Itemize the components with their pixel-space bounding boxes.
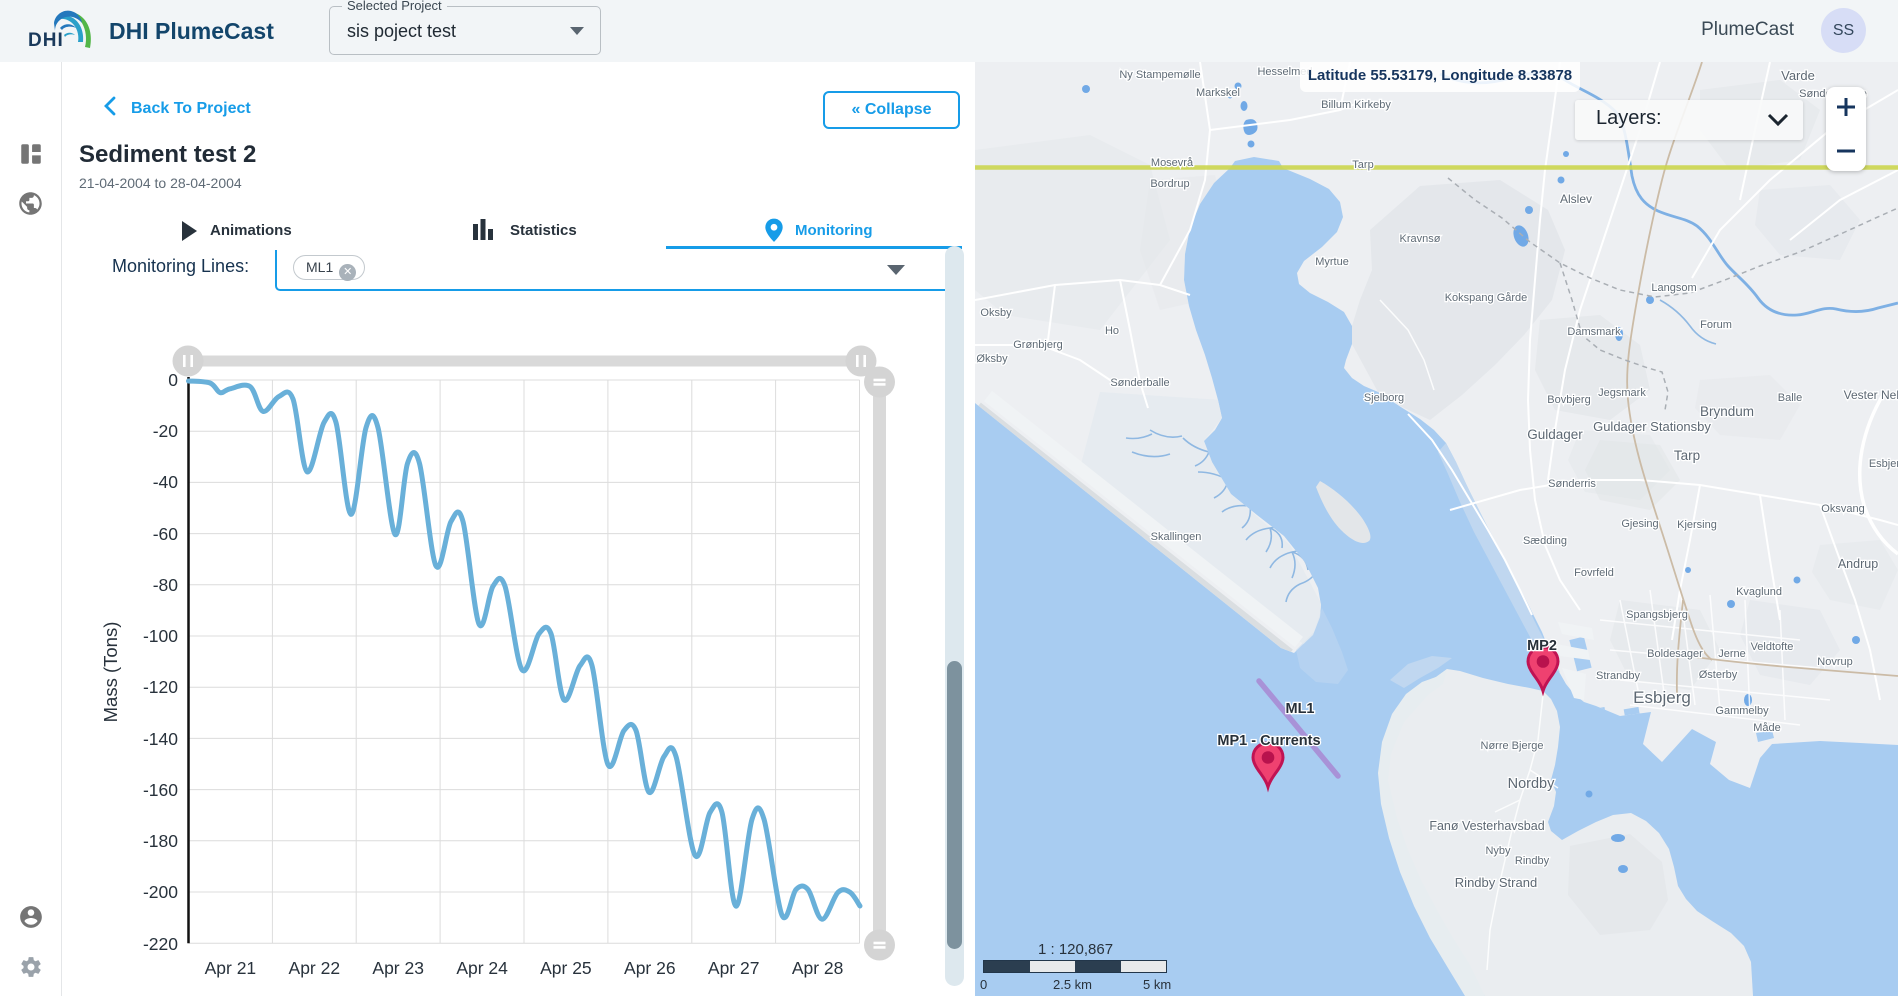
svg-text:Rindby Strand: Rindby Strand	[1455, 875, 1537, 890]
svg-text:Guldager: Guldager	[1527, 427, 1583, 442]
svg-text:MP1 - Currents: MP1 - Currents	[1217, 733, 1320, 749]
svg-text:Strandby: Strandby	[1596, 670, 1641, 682]
svg-text:Nyby: Nyby	[1485, 845, 1511, 857]
svg-text:Andrup: Andrup	[1838, 557, 1878, 571]
svg-text:Spangsbjerg: Spangsbjerg	[1626, 609, 1688, 621]
svg-text:Gjesing: Gjesing	[1621, 518, 1658, 530]
svg-text:Esbjerg N: Esbjerg N	[1869, 458, 1898, 470]
svg-text:Gammelby: Gammelby	[1715, 705, 1769, 717]
svg-text:Guldager Stationsby: Guldager Stationsby	[1593, 419, 1711, 434]
svg-text:Apr 23: Apr 23	[372, 958, 424, 978]
svg-text:-80: -80	[153, 575, 179, 595]
svg-text:-120: -120	[143, 677, 178, 697]
svg-text:Billum Kirkeby: Billum Kirkeby	[1321, 99, 1391, 111]
svg-text:Tarp: Tarp	[1352, 159, 1373, 171]
svg-text:Tarp: Tarp	[1674, 448, 1700, 463]
svg-text:Bryndum: Bryndum	[1700, 404, 1754, 419]
svg-text:Grønbjerg: Grønbjerg	[1013, 339, 1063, 351]
svg-text:Sønderris: Sønderris	[1548, 478, 1596, 490]
svg-text:Sjelborg: Sjelborg	[1364, 392, 1404, 404]
svg-text:0: 0	[168, 370, 178, 390]
svg-text:Langsom: Langsom	[1651, 282, 1696, 294]
svg-text:Måde: Måde	[1753, 722, 1781, 734]
svg-text:Alslev: Alslev	[1560, 192, 1592, 206]
svg-text:Balle: Balle	[1778, 392, 1802, 404]
svg-text:Rindby: Rindby	[1515, 855, 1550, 867]
svg-text:Apr 26: Apr 26	[624, 958, 676, 978]
svg-text:MP2: MP2	[1527, 638, 1557, 654]
svg-text:-200: -200	[143, 882, 178, 902]
svg-text:Markskel: Markskel	[1196, 87, 1240, 99]
svg-text:Østerby: Østerby	[1699, 669, 1738, 681]
svg-text:Apr 22: Apr 22	[289, 958, 341, 978]
svg-text:-180: -180	[143, 831, 178, 851]
svg-text:-60: -60	[153, 524, 179, 544]
svg-text:Damsmark: Damsmark	[1567, 326, 1621, 338]
svg-text:Novrup: Novrup	[1817, 656, 1852, 668]
svg-text:-40: -40	[153, 472, 179, 492]
svg-text:Fanø Vesterhavsbad: Fanø Vesterhavsbad	[1429, 819, 1544, 833]
svg-text:Ho: Ho	[1105, 325, 1119, 337]
svg-text:Apr 24: Apr 24	[456, 958, 508, 978]
svg-text:Mass (Tons): Mass (Tons)	[100, 622, 121, 723]
svg-text:-220: -220	[143, 934, 178, 954]
svg-text:Forum: Forum	[1700, 319, 1732, 331]
svg-text:Varde: Varde	[1781, 68, 1815, 83]
svg-text:Kjersing: Kjersing	[1677, 519, 1717, 531]
svg-text:Nordby: Nordby	[1508, 776, 1555, 792]
svg-text:Esbjerg: Esbjerg	[1633, 688, 1691, 707]
svg-text:Apr 21: Apr 21	[205, 958, 257, 978]
svg-text:Øksby: Øksby	[976, 353, 1008, 365]
svg-text:Sønderballe: Sønderballe	[1110, 377, 1169, 389]
svg-text:Mosevrå: Mosevrå	[1151, 157, 1194, 169]
svg-text:Kokspang Gårde: Kokspang Gårde	[1445, 292, 1528, 304]
svg-text:Ny Stampemølle: Ny Stampemølle	[1119, 69, 1200, 81]
svg-text:-100: -100	[143, 626, 178, 646]
svg-text:Oksvang: Oksvang	[1821, 503, 1864, 515]
svg-text:-160: -160	[143, 780, 178, 800]
svg-text:Oksby: Oksby	[980, 307, 1012, 319]
svg-text:Bovbjerg: Bovbjerg	[1547, 394, 1590, 406]
svg-text:Skallingen: Skallingen	[1151, 531, 1202, 543]
svg-text:ML1: ML1	[1286, 701, 1315, 717]
svg-text:Jerne: Jerne	[1718, 648, 1746, 660]
svg-text:Apr 28: Apr 28	[792, 958, 844, 978]
svg-text:Kravnsø: Kravnsø	[1400, 233, 1441, 245]
svg-text:Bordrup: Bordrup	[1150, 178, 1189, 190]
svg-text:Jegsmark: Jegsmark	[1598, 387, 1646, 399]
svg-text:Hesselmed: Hesselmed	[1257, 66, 1312, 78]
svg-text:Vester Nebel: Vester Nebel	[1844, 388, 1898, 402]
svg-text:Nørre Bjerge: Nørre Bjerge	[1481, 740, 1544, 752]
svg-text:-20: -20	[153, 421, 179, 441]
svg-text:Myrtue: Myrtue	[1315, 256, 1349, 268]
svg-text:Apr 25: Apr 25	[540, 958, 592, 978]
svg-text:Veldtofte: Veldtofte	[1751, 641, 1794, 653]
svg-text:Fovrfeld: Fovrfeld	[1574, 567, 1614, 579]
svg-text:-140: -140	[143, 729, 178, 749]
svg-text:Sædding: Sædding	[1523, 535, 1567, 547]
svg-text:Boldesager: Boldesager	[1647, 648, 1703, 660]
svg-text:Apr 27: Apr 27	[708, 958, 760, 978]
svg-text:Kvaglund: Kvaglund	[1736, 586, 1782, 598]
